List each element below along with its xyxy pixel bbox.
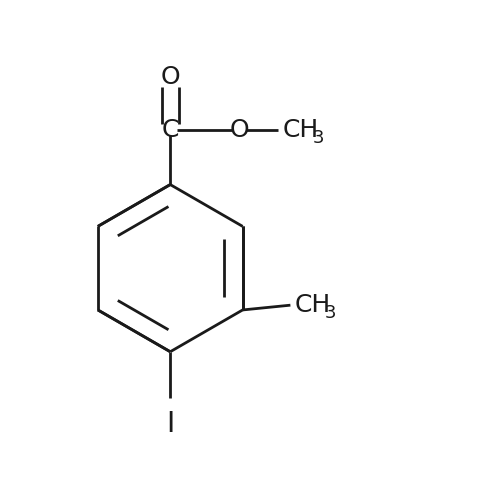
Text: 3: 3 [324,304,336,322]
Text: 3: 3 [313,129,324,147]
Text: O: O [230,118,249,142]
Text: CH: CH [283,118,319,142]
Text: C: C [161,118,179,142]
Text: I: I [166,411,174,438]
Text: O: O [160,65,180,89]
Text: CH: CH [294,293,331,317]
